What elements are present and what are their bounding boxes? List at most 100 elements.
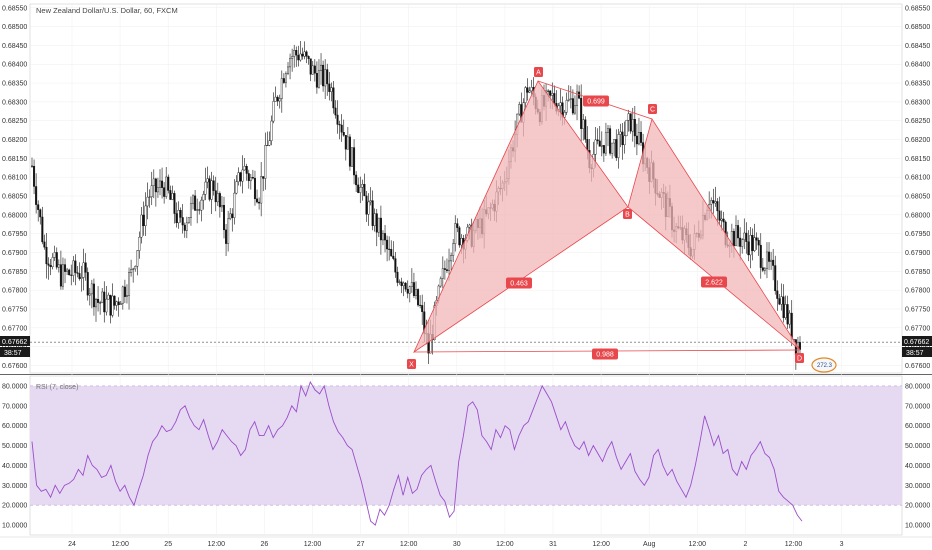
candle-body	[88, 293, 91, 296]
rsi-tick-left: 70.0000	[2, 403, 27, 410]
candle-body	[249, 177, 252, 182]
candle-body	[103, 291, 106, 313]
candle-body	[526, 87, 529, 93]
time-tick: 3	[840, 541, 844, 548]
price-tick-right: 0.68500	[905, 24, 930, 31]
candle-body	[72, 260, 75, 276]
ratio-label-bd: 2.622	[701, 276, 727, 288]
candle-body	[51, 257, 54, 268]
candle-body	[177, 210, 180, 224]
rsi-tick-right: 50.0000	[905, 443, 930, 450]
candle-body	[410, 282, 413, 287]
time-axis: 24 12:00 25 12:00 26 12:00 27 12:00 30 12:00 31 12:…	[68, 541, 844, 548]
candle-body	[146, 196, 149, 207]
rsi-line	[31, 380, 803, 526]
candle-body	[419, 304, 422, 306]
candle-body	[179, 210, 182, 218]
price-tick-left: 0.68100	[2, 175, 27, 182]
price-axis-right: 0.68550 0.68500 0.68450 0.68400 0.68350 0.683…	[905, 5, 930, 370]
candle-body	[384, 233, 387, 241]
price-tick-left: 0.68050	[2, 194, 27, 201]
time-tick: 2	[743, 541, 747, 548]
candle-body	[596, 139, 599, 142]
candle-body	[365, 195, 368, 215]
candle-body	[582, 119, 585, 129]
ratio-label-xd: 0.988	[592, 348, 618, 360]
candle-body	[714, 201, 717, 204]
candle-body	[225, 229, 228, 244]
candle-body	[602, 145, 605, 154]
candle-body	[712, 200, 715, 204]
candle-body	[66, 269, 69, 272]
candle-body	[130, 269, 133, 273]
candle-body	[315, 73, 318, 88]
time-tick: 12:00	[592, 541, 610, 548]
svg-text:2.622: 2.622	[705, 280, 723, 287]
svg-text:0.463: 0.463	[510, 281, 528, 288]
rsi-tick-right: 20.0000	[905, 503, 930, 510]
candle-body	[78, 273, 81, 279]
price-tick-right: 0.68250	[905, 118, 930, 125]
candle-body	[175, 213, 178, 224]
candle-body	[235, 181, 238, 194]
candle-body	[598, 140, 601, 147]
candle-body	[400, 281, 403, 286]
candle-body	[640, 132, 643, 143]
candle-body	[604, 132, 607, 154]
candle-body	[39, 209, 42, 218]
candle-body	[293, 50, 296, 57]
candle-body	[47, 263, 50, 266]
rsi-tick-right: 80.0000	[905, 383, 930, 390]
countdown-tag-right	[902, 347, 932, 357]
candle-body	[324, 69, 327, 87]
candle-body	[458, 227, 461, 246]
candle-body	[553, 93, 556, 104]
candle-body	[55, 252, 58, 268]
price-tick-right: 0.68350	[905, 81, 930, 88]
candle-body	[192, 195, 195, 204]
candle-body	[774, 265, 777, 292]
candle-body	[163, 187, 166, 197]
candle-body	[173, 193, 176, 214]
candle-body	[111, 295, 114, 316]
candle-body	[741, 239, 744, 247]
candle-body	[189, 203, 192, 218]
ratio-label-ac: 0.699	[583, 95, 609, 107]
candle-body	[615, 139, 618, 158]
candle-body	[227, 218, 230, 244]
candle-body	[119, 303, 122, 306]
candle-body	[68, 269, 71, 276]
time-tick: 12:00	[111, 541, 129, 548]
rsi-tick-left: 40.0000	[2, 463, 27, 470]
candle-body	[276, 96, 279, 102]
candle-body	[165, 176, 168, 197]
price-tick-left: 0.67600	[2, 363, 27, 370]
time-tick: 31	[549, 541, 557, 548]
candle-body	[187, 217, 190, 224]
candle-body	[408, 286, 411, 294]
ratio-label-xb: 0.463	[506, 277, 532, 289]
candle-body	[346, 136, 349, 150]
price-tick-left: 0.68450	[2, 43, 27, 50]
svg-text:A: A	[536, 70, 541, 77]
candle-body	[196, 209, 199, 211]
candle-body	[113, 295, 116, 306]
svg-text:X: X	[409, 362, 414, 369]
candle-body	[132, 268, 135, 270]
candle-body	[749, 235, 752, 256]
countdown-tag-left	[0, 347, 30, 357]
candle-body	[278, 98, 281, 102]
candle-body	[57, 264, 60, 268]
candle-body	[233, 192, 236, 218]
harmonic-pattern: X A B C D 0.463 0.699 2.622 0.988	[407, 67, 804, 369]
candle-body	[313, 65, 316, 74]
indicator-badge[interactable]: 272.3	[811, 357, 837, 373]
candle-body	[768, 251, 771, 262]
price-tick-left: 0.68550	[2, 5, 27, 12]
candle-body	[231, 213, 234, 218]
candle-body	[309, 58, 312, 75]
svg-text:0.988: 0.988	[596, 352, 614, 359]
candle-body	[64, 264, 67, 272]
